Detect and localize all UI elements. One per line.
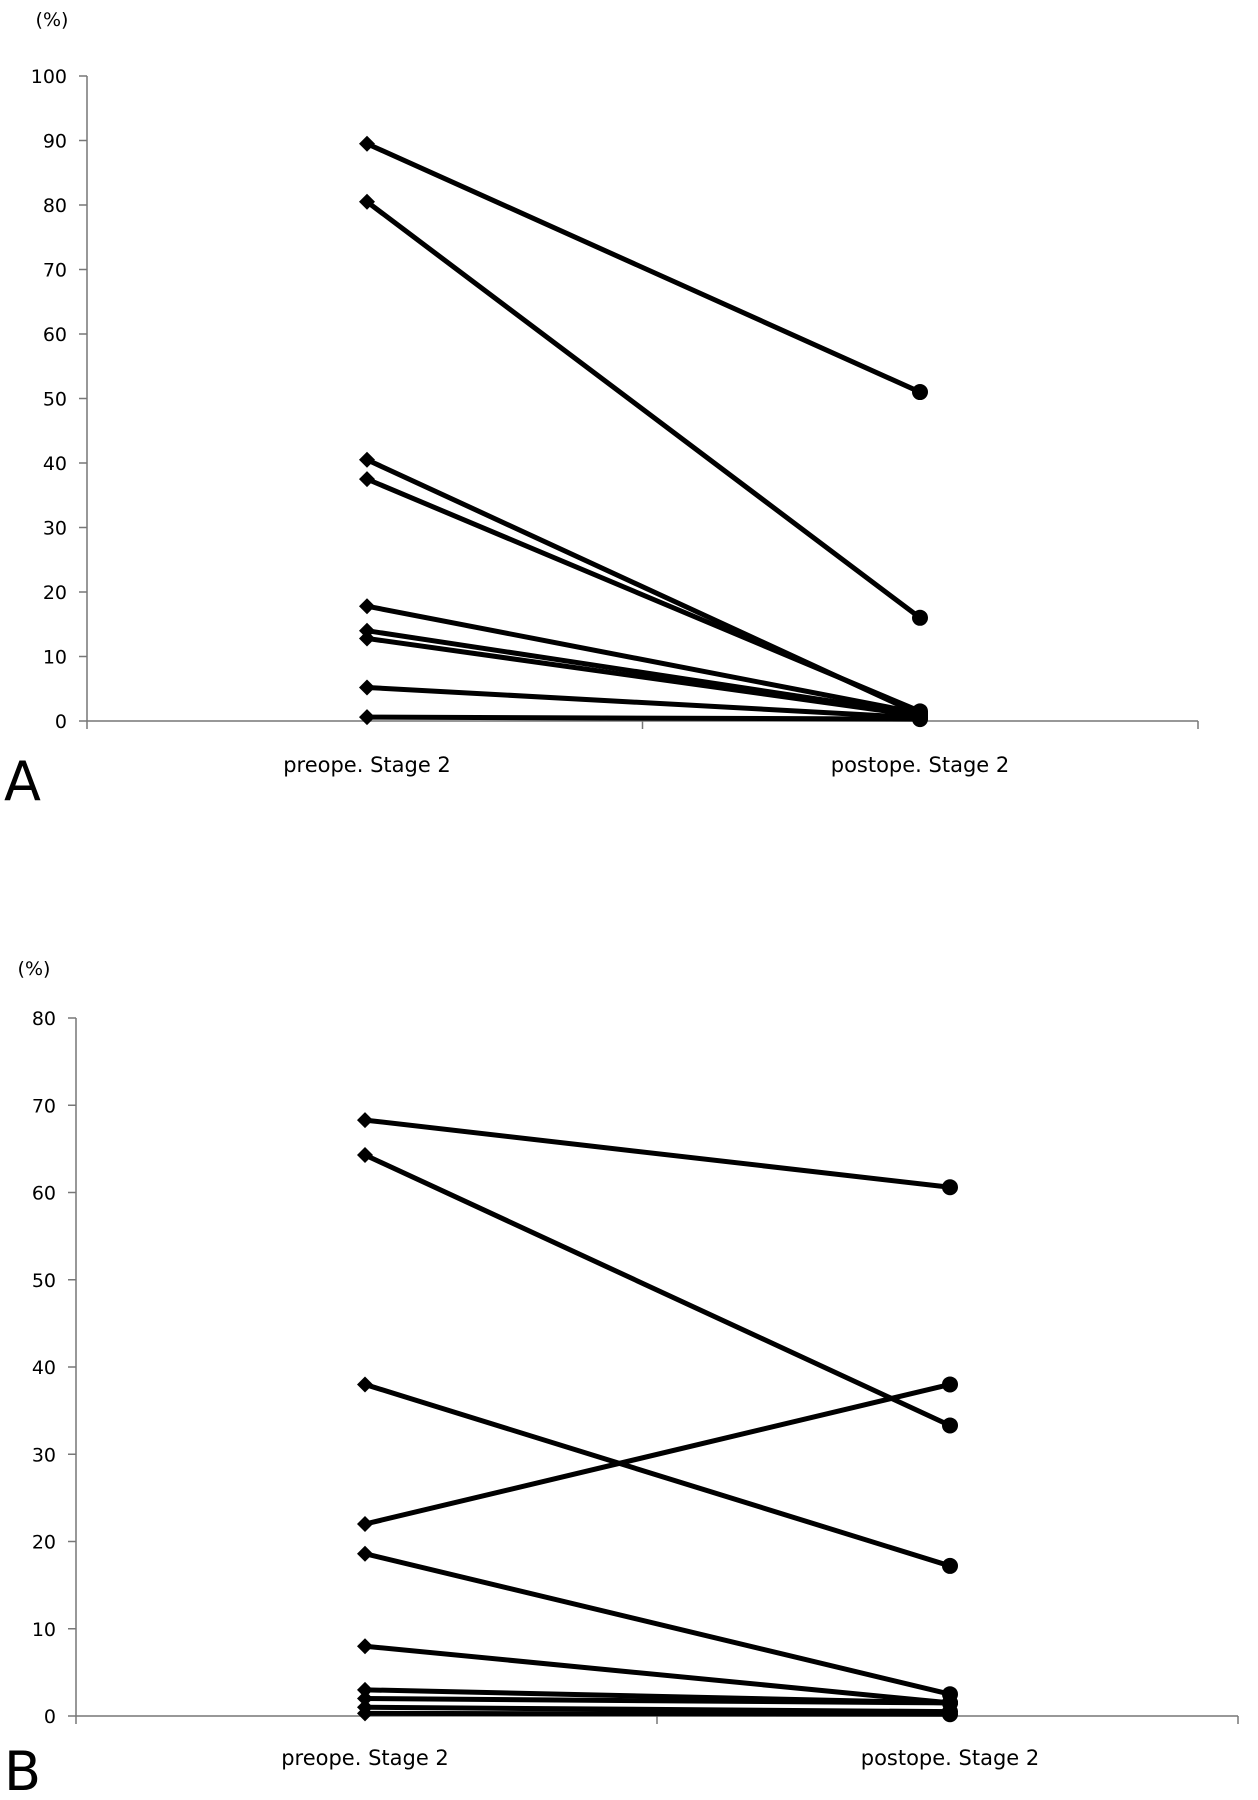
panel-b-y-tick-label: 80: [32, 1008, 56, 1030]
panel-b-marker-pre: [357, 1112, 373, 1129]
panel-b-series-line: [362, 1551, 953, 1697]
panel-a-y-tick-label: 40: [43, 453, 67, 475]
panel-b-marker-post: [942, 1179, 958, 1196]
panel-b-marker-post: [942, 1557, 958, 1574]
panel-b-marker-pre: [357, 1545, 373, 1562]
panel-a-category-label: postope. Stage 2: [831, 753, 1010, 777]
panel-b-marker-pre: [357, 1705, 373, 1722]
panel-b-category-label: preope. Stage 2: [281, 1746, 449, 1770]
panel-b-chart: 0 10 20 30 40 50 60 70 80 preope. Stage 2 postope.…: [4, 958, 1239, 1800]
panel-b-unit-label: (%): [18, 958, 51, 980]
panel-a-y-tick-label: 50: [43, 389, 67, 411]
panel-a-marker-pre: [359, 679, 375, 696]
panel-b-category-label: postope. Stage 2: [861, 1746, 1040, 1770]
panel-b-series-line: [362, 1710, 953, 1717]
panel-b-marker-pre: [357, 1516, 373, 1533]
panel-b-y-tick-label: 70: [32, 1095, 56, 1117]
panel-a-series-line: [364, 714, 923, 722]
panel-b-y-tick-label: 60: [32, 1183, 56, 1205]
panel-a-chart: 0 10 20 30 40 50 60 70 80 90 100 preope. Stage 2 pos…: [4, 9, 1199, 813]
panel-b-series-line: [362, 1152, 953, 1428]
panel-a-y-tick-label: 30: [43, 518, 67, 540]
panel-a-marker-pre: [359, 451, 375, 468]
panel-a-marker-pre: [359, 135, 375, 152]
panel-b-marker-pre: [357, 1681, 373, 1698]
panel-a-marker-post: [912, 711, 928, 728]
panel-a-marker-pre: [359, 598, 375, 615]
panel-b-y-tick-label: 0: [44, 1706, 56, 1728]
panel-a-letter: A: [4, 750, 41, 813]
panel-a-series-line: [364, 199, 923, 621]
panel-b-series-line: [362, 1381, 953, 1527]
panel-a-y-tick-label: 20: [43, 582, 67, 604]
panel-b-marker-post: [942, 1417, 958, 1434]
panel-b-series-line: [362, 1381, 953, 1569]
panel-a-marker-post: [912, 609, 928, 626]
panel-b-series-line: [362, 1696, 953, 1706]
panel-a-series-line: [364, 476, 923, 714]
panel-a-marker-pre: [359, 709, 375, 726]
panel-b-marker-pre: [357, 1376, 373, 1393]
panel-a-y-tick-label: 60: [43, 324, 67, 346]
panel-a-marker-pre: [359, 193, 375, 210]
panel-b-series-line: [362, 1704, 953, 1715]
panel-b-y-tick-label: 30: [32, 1444, 56, 1466]
panel-b-series-line: [362, 1643, 953, 1706]
panel-b-marker-pre: [357, 1638, 373, 1655]
panel-a-y-tick-label: 90: [43, 131, 67, 153]
panel-b-marker-pre: [357, 1690, 373, 1707]
panel-b-y-tick-label: 20: [32, 1532, 56, 1554]
panel-b-letter: B: [4, 1740, 41, 1800]
panel-a-y-tick-label: 100: [31, 66, 67, 88]
panel-a-series-line: [364, 684, 923, 721]
panel-b-marker-post: [942, 1706, 958, 1723]
panel-a-series-line: [364, 603, 923, 716]
panel-a-series-line: [364, 141, 923, 395]
panel-a-y-tick-label: 70: [43, 260, 67, 282]
panel-a-unit-label: (%): [36, 9, 69, 31]
panel-b-y-tick-label: 50: [32, 1270, 56, 1292]
panel-b-y-tick-label: 10: [32, 1619, 56, 1641]
panel-a-marker-pre: [359, 630, 375, 647]
panel-a-category-label: preope. Stage 2: [283, 753, 451, 777]
panel-b-series-line: [362, 1117, 953, 1190]
panel-b-marker-post: [942, 1376, 958, 1393]
panel-a-series-line: [364, 635, 923, 719]
panel-a-y-tick-label: 0: [55, 711, 67, 733]
panel-b-y-tick-label: 40: [32, 1357, 56, 1379]
panel-a-marker-post: [912, 384, 928, 401]
panel-a-marker-pre: [359, 471, 375, 488]
panel-a-y-tick-label: 10: [43, 647, 67, 669]
panel-a-y-tick-label: 80: [43, 195, 67, 217]
panel-b-marker-pre: [357, 1146, 373, 1163]
